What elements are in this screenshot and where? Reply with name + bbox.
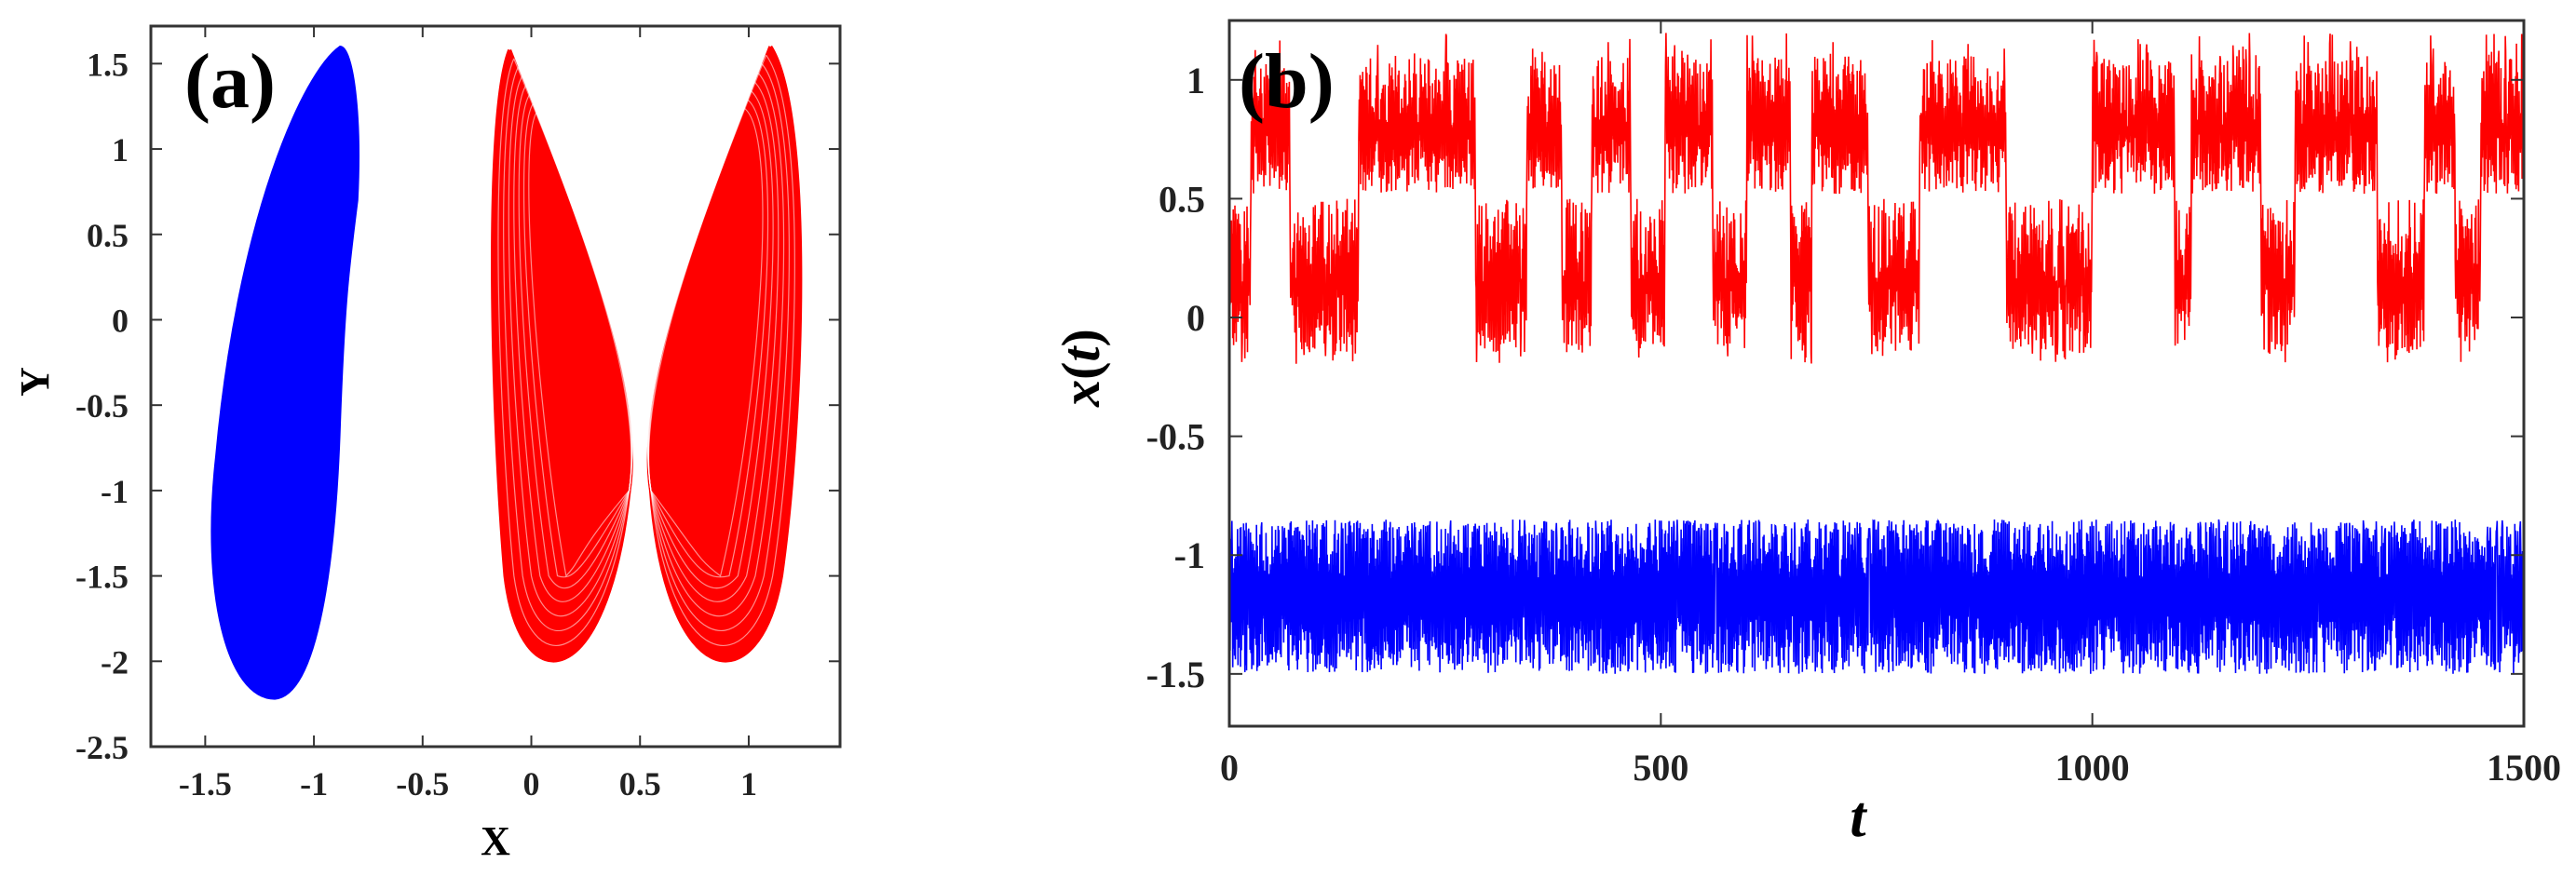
y-tick-label: -0.5 [1146, 416, 1205, 458]
panel-b-x-axis-label: t [1850, 786, 1867, 849]
x-tick-label: 1000 [2055, 747, 2130, 789]
panel-b: 0 500 1000 1500 -1.5 -1 -0.5 0 0.5 1 t x(t) (b) [1051, 19, 2561, 849]
panel-b-label: (b) [1239, 38, 1335, 125]
x-tick-label: -1.5 [179, 765, 232, 803]
panel-b-series [1228, 33, 2525, 674]
x-tick-label: 1500 [2487, 747, 2561, 789]
y-tick-label: 1.5 [87, 46, 129, 83]
panel-b-plot-frame [1227, 19, 2526, 728]
y-tick-label: -1.5 [1146, 654, 1205, 695]
x-tick-label: 0.5 [619, 765, 661, 803]
red-attractor-right-orbit [647, 54, 795, 646]
y-tick-label: 0.5 [87, 217, 129, 254]
red-attractor-right-orbit [646, 105, 764, 577]
red-attractor-left-fill [491, 48, 633, 663]
blue-series-line [1228, 518, 2525, 674]
red-series-line [1228, 33, 2525, 364]
red-attractor-left-orbit [497, 58, 632, 646]
y-tick-label: 1 [112, 131, 129, 169]
panel-b-y-ticks: -1.5 -1 -0.5 0 0.5 1 [1146, 60, 2524, 695]
x-tick-label: 0 [523, 765, 540, 803]
red-attractor-left-orbit [528, 109, 633, 577]
x-tick-label: 0 [1220, 747, 1239, 789]
y-tick-label: -1 [101, 473, 129, 510]
panel-a-series [210, 45, 803, 700]
panel-a-y-ticks: -2.5 -2 -1.5 -1 -0.5 0 0.5 1 1.5 [75, 46, 840, 766]
x-tick-label: 500 [1633, 747, 1688, 789]
y-tick-label: -0.5 [75, 387, 129, 425]
y-tick-label: -1.5 [75, 559, 129, 596]
red-attractor-right-orbit [647, 72, 785, 617]
y-tick-label: 0 [1186, 297, 1205, 339]
blue-attractor-lobe [210, 46, 359, 700]
y-tick-label: 1 [1186, 60, 1205, 101]
x-tick-label: 1 [740, 765, 757, 803]
red-attractor-right-fill [646, 45, 803, 663]
panel-a-x-ticks: -1.5 -1 -0.5 0 0.5 1 [179, 26, 757, 803]
red-attractor-left-orbit [522, 101, 633, 578]
panel-b-y-axis-label: x(t) [1051, 329, 1111, 408]
panel-a-y-axis-label: Y [12, 367, 58, 397]
y-tick-label: -1 [1174, 534, 1205, 576]
red-attractor-right-orbit [647, 62, 790, 631]
panel-a-x-axis-label: X [481, 818, 510, 864]
y-tick-label: -2.5 [75, 729, 129, 766]
panel-b-x-ticks: 0 500 1000 1500 [1220, 20, 2561, 789]
y-tick-label: -2 [101, 643, 129, 681]
red-attractor [491, 45, 803, 663]
red-attractor-left-orbit [513, 83, 632, 602]
x-tick-label: -1 [300, 765, 328, 803]
red-attractor-left-orbit [518, 92, 633, 589]
red-attractor-right-orbit [647, 97, 769, 578]
red-attractor-left-orbit [508, 74, 632, 617]
y-tick-label: 0.5 [1159, 178, 1205, 220]
x-tick-label: -0.5 [396, 765, 449, 803]
red-attractor-left-orbit [503, 66, 632, 631]
panel-a-label: (a) [184, 38, 276, 125]
red-attractor-right-orbit [647, 88, 774, 589]
red-attractor-right-orbit [647, 80, 780, 602]
y-tick-label: 0 [112, 302, 129, 339]
panel-a-plot-frame [149, 24, 842, 749]
panel-a: -1.5 -1 -0.5 0 0.5 1 -2.5 -2 -1.5 -1 -0.5 0 0.5 1 1.5… [12, 24, 842, 864]
